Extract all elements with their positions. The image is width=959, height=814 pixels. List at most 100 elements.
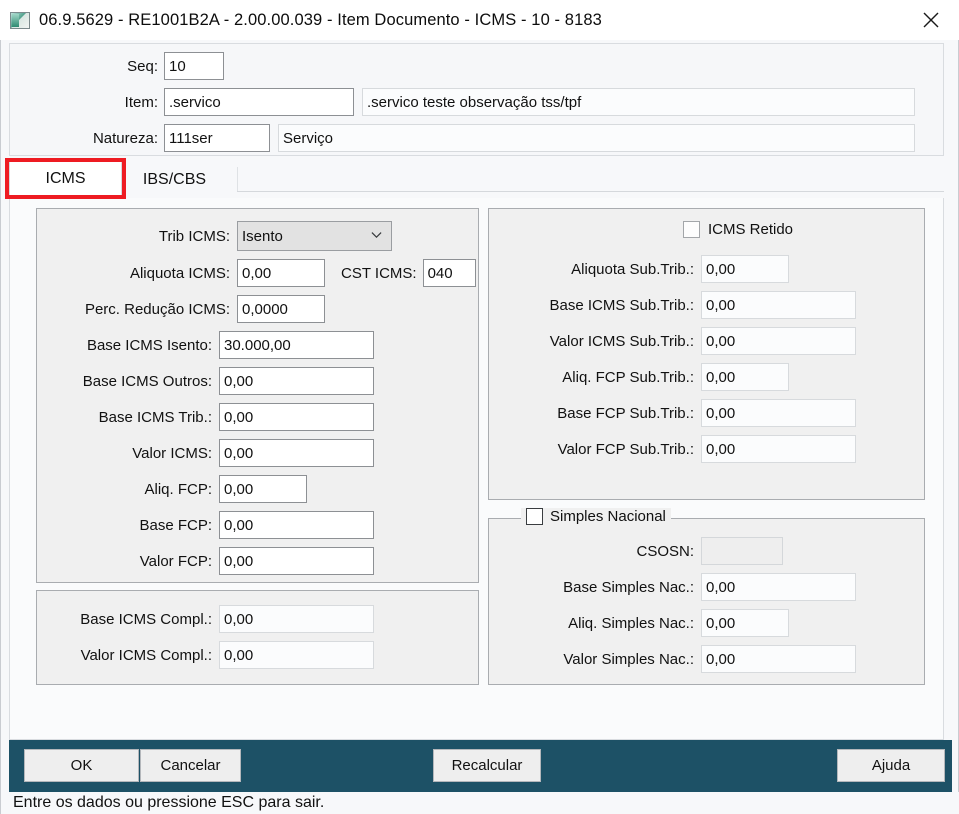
close-icon[interactable] xyxy=(903,0,959,40)
trib-icms-select[interactable]: Isento xyxy=(237,221,392,251)
seq-row: Seq: 10 xyxy=(10,52,224,80)
chevron-down-icon xyxy=(371,232,382,239)
trib-icms-value: Isento xyxy=(242,227,283,245)
recalcular-button[interactable]: Recalcular xyxy=(433,749,541,782)
icms-retido-field[interactable]: ICMS Retido xyxy=(683,221,793,238)
cst-icms-label: CST ICMS: xyxy=(341,264,417,282)
perc-reducao-icms-label: Perc. Redução ICMS: xyxy=(84,300,230,318)
aliq-fcp-sub-trib-value: 0,00 xyxy=(701,363,789,391)
base-icms-trib-field: Base ICMS Trib.: 0,00 xyxy=(37,403,374,431)
ajuda-button[interactable]: Ajuda xyxy=(837,749,945,782)
tab-divider xyxy=(237,167,238,191)
base-icms-compl-field: Base ICMS Compl.: 0,00 xyxy=(37,605,374,633)
base-icms-sub-trib-field: Base ICMS Sub.Trib.: 0,00 xyxy=(489,291,856,319)
valor-icms-compl-label: Valor ICMS Compl.: xyxy=(80,646,212,664)
base-fcp-sub-trib-value: 0,00 xyxy=(701,399,856,427)
cancelar-button[interactable]: Cancelar xyxy=(140,749,241,782)
icms-main-panel: Trib ICMS: Isento Aliquota ICMS: 0,00 CS… xyxy=(36,208,479,583)
aliq-fcp-sub-trib-label: Aliq. FCP Sub.Trib.: xyxy=(562,368,694,386)
base-icms-outros-input[interactable]: 0,00 xyxy=(219,367,374,395)
simples-nacional-caption[interactable]: Simples Nacional xyxy=(521,508,671,525)
base-fcp-label: Base FCP: xyxy=(139,516,212,534)
base-icms-trib-label: Base ICMS Trib.: xyxy=(98,408,212,426)
aliq-fcp-input[interactable]: 0,00 xyxy=(219,475,307,503)
cst-icms-input[interactable]: 040 xyxy=(422,259,476,287)
base-icms-isento-field: Base ICMS Isento: 30.000,00 xyxy=(37,331,374,359)
tab-ibs-cbs[interactable]: IBS/CBS xyxy=(122,161,227,198)
base-fcp-input[interactable]: 0,00 xyxy=(219,511,374,539)
natureza-code-input[interactable]: 111ser xyxy=(164,124,270,152)
valor-fcp-label: Valor FCP: xyxy=(139,552,212,570)
valor-fcp-sub-trib-label: Valor FCP Sub.Trib.: xyxy=(557,440,694,458)
valor-fcp-sub-trib-value: 0,00 xyxy=(701,435,856,463)
application-icon xyxy=(10,11,30,29)
base-icms-compl-value: 0,00 xyxy=(219,605,374,633)
valor-fcp-input[interactable]: 0,00 xyxy=(219,547,374,575)
item-code-input[interactable]: .servico xyxy=(164,88,354,116)
valor-simples-nac-field: Valor Simples Nac.: 0,00 xyxy=(489,645,856,673)
base-fcp-sub-trib-field: Base FCP Sub.Trib.: 0,00 xyxy=(489,399,856,427)
seq-input[interactable]: 10 xyxy=(164,52,224,80)
valor-icms-sub-trib-value: 0,00 xyxy=(701,327,856,355)
perc-reducao-icms-input[interactable]: 0,0000 xyxy=(237,295,325,323)
status-message: Entre os dados ou pressione ESC para sai… xyxy=(13,794,325,811)
aliquota-sub-trib-field: Aliquota Sub.Trib.: 0,00 xyxy=(489,255,789,283)
perc-reducao-icms-field: Perc. Redução ICMS: 0,0000 xyxy=(37,295,325,323)
valor-icms-field: Valor ICMS: 0,00 xyxy=(37,439,374,467)
aliq-fcp-label: Aliq. FCP: xyxy=(144,480,212,498)
aliquota-icms-label: Aliquota ICMS: xyxy=(129,264,230,282)
dialog-button-bar: OK Cancelar Recalcular Ajuda xyxy=(9,740,952,792)
seq-label: Seq: xyxy=(127,57,158,75)
header-panel: Seq: 10 Item: .servico .servico teste ob… xyxy=(9,43,944,156)
aliq-simples-nac-field: Aliq. Simples Nac.: 0,00 xyxy=(489,609,789,637)
window-frame: Seq: 10 Item: .servico .servico teste ob… xyxy=(0,40,959,814)
item-label: Item: xyxy=(124,93,158,111)
status-bar: Entre os dados ou pressione ESC para sai… xyxy=(1,792,959,814)
item-row: Item: .servico .servico teste observação… xyxy=(10,88,915,116)
tab-icms[interactable]: ICMS xyxy=(9,161,122,198)
base-simples-nac-value: 0,00 xyxy=(701,573,856,601)
aliquota-icms-input[interactable]: 0,00 xyxy=(237,259,325,287)
ok-button[interactable]: OK xyxy=(24,749,139,782)
natureza-row: Natureza: 111ser Serviço xyxy=(10,124,915,152)
tab-filler xyxy=(237,191,944,192)
icms-complementar-panel: Base ICMS Compl.: 0,00 Valor ICMS Compl.… xyxy=(36,590,479,685)
simples-nacional-checkbox[interactable] xyxy=(526,508,543,525)
base-icms-outros-label: Base ICMS Outros: xyxy=(82,372,212,390)
base-simples-nac-label: Base Simples Nac.: xyxy=(563,578,694,596)
aliq-fcp-field: Aliq. FCP: 0,00 xyxy=(37,475,307,503)
tab-icms-label: ICMS xyxy=(45,169,86,187)
window-title: 06.9.5629 - RE1001B2A - 2.00.00.039 - It… xyxy=(39,10,602,29)
base-icms-outros-field: Base ICMS Outros: 0,00 xyxy=(37,367,374,395)
csosn-value xyxy=(701,537,783,565)
aliq-simples-nac-label: Aliq. Simples Nac.: xyxy=(568,614,694,632)
base-icms-sub-trib-value: 0,00 xyxy=(701,291,856,319)
tab-strip: ICMS IBS/CBS xyxy=(9,161,944,198)
base-fcp-sub-trib-label: Base FCP Sub.Trib.: xyxy=(557,404,694,422)
base-icms-isento-label: Base ICMS Isento: xyxy=(86,336,212,354)
item-description-field: .servico teste observação tss/tpf xyxy=(362,88,915,116)
valor-icms-compl-value: 0,00 xyxy=(219,641,374,669)
aliquota-icms-field: Aliquota ICMS: 0,00 CST ICMS: 040 xyxy=(37,259,476,287)
simples-nacional-group: Simples Nacional CSOSN: Base Simples Nac… xyxy=(488,508,925,685)
trib-icms-label: Trib ICMS: xyxy=(158,227,230,245)
title-bar: 06.9.5629 - RE1001B2A - 2.00.00.039 - It… xyxy=(0,0,959,40)
natureza-description-field: Serviço xyxy=(278,124,915,152)
base-icms-compl-label: Base ICMS Compl.: xyxy=(80,610,212,628)
aliq-simples-nac-value: 0,00 xyxy=(701,609,789,637)
valor-icms-sub-trib-label: Valor ICMS Sub.Trib.: xyxy=(549,332,694,350)
csosn-label: CSOSN: xyxy=(636,542,694,560)
natureza-label: Natureza: xyxy=(92,129,158,147)
trib-icms-field: Trib ICMS: Isento xyxy=(37,221,392,251)
icms-retido-checkbox[interactable] xyxy=(683,221,700,238)
valor-simples-nac-value: 0,00 xyxy=(701,645,856,673)
valor-icms-input[interactable]: 0,00 xyxy=(219,439,374,467)
base-icms-trib-input[interactable]: 0,00 xyxy=(219,403,374,431)
simples-nacional-label: Simples Nacional xyxy=(550,508,666,525)
base-icms-isento-input[interactable]: 30.000,00 xyxy=(219,331,374,359)
valor-simples-nac-label: Valor Simples Nac.: xyxy=(563,650,694,668)
tab-ibs-cbs-label: IBS/CBS xyxy=(142,170,207,188)
aliquota-sub-trib-value: 0,00 xyxy=(701,255,789,283)
valor-fcp-sub-trib-field: Valor FCP Sub.Trib.: 0,00 xyxy=(489,435,856,463)
